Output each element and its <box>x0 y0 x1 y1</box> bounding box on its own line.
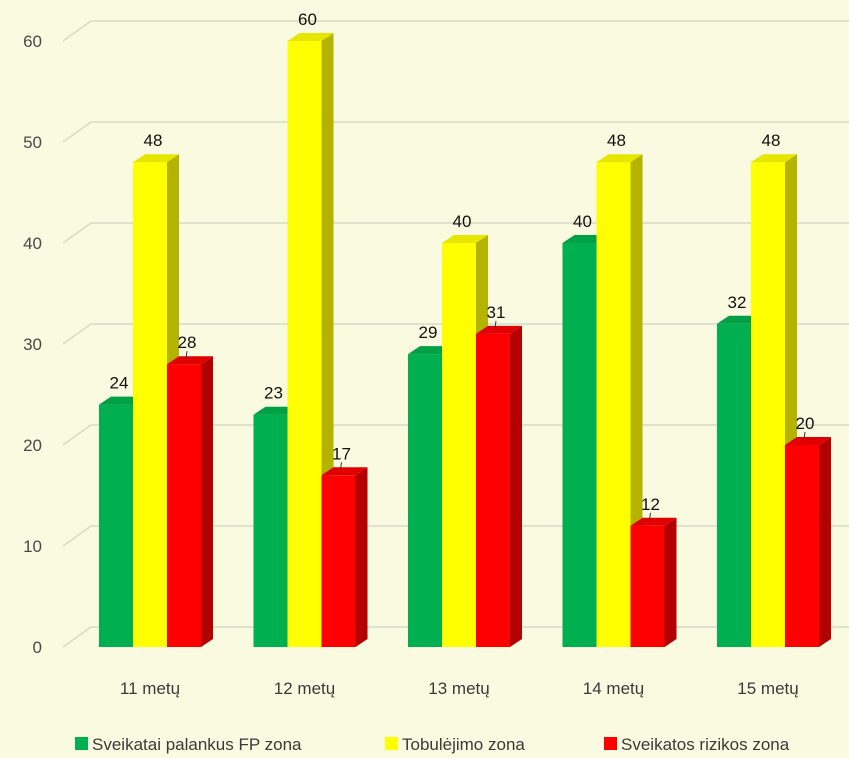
bar-2-0 <box>408 354 442 647</box>
gridline-40 <box>62 222 849 244</box>
bar-top-4-2 <box>785 437 831 445</box>
data-label-0-2: 28 <box>178 333 197 352</box>
data-label-2-1: 40 <box>453 212 472 231</box>
legend-label-1: Tobulėjimo zona <box>402 735 525 754</box>
bar-2-2 <box>476 333 510 647</box>
leader-line-4 <box>803 431 806 440</box>
y-tick-label: 40 <box>23 234 42 253</box>
data-label-1-1: 60 <box>298 10 317 29</box>
bar-top-1-2 <box>321 467 368 476</box>
y-tick-label: 60 <box>23 32 42 51</box>
y-tick-label: 10 <box>23 537 42 556</box>
legend-swatch-0 <box>75 737 88 750</box>
y-tick-label: 0 <box>33 638 42 657</box>
bar-top-0-2 <box>167 356 213 365</box>
x-category-label: 14 metų <box>583 679 644 698</box>
x-category-label: 15 metų <box>737 679 798 698</box>
bar-2-1 <box>442 243 476 647</box>
data-label-0-1: 48 <box>144 131 163 150</box>
legend-swatch-2 <box>604 737 617 750</box>
bars <box>99 33 831 647</box>
bar-side-1-2 <box>355 467 368 647</box>
bar-top-2-1 <box>442 235 488 243</box>
x-category-label: 11 metų <box>120 679 180 698</box>
bar-side-4-2 <box>819 437 831 647</box>
data-label-3-2: 12 <box>641 495 660 514</box>
bar-1-0 <box>253 414 288 647</box>
x-axis-categories: 11 metų 12 metų 13 metų 14 metų 15 metų <box>120 679 799 698</box>
bar-4-0 <box>717 323 751 647</box>
bar-3-1 <box>596 162 631 647</box>
gridline-60 <box>62 20 849 42</box>
bar-top-0-1 <box>133 154 179 163</box>
data-label-1-0: 23 <box>264 384 283 403</box>
data-label-3-1: 48 <box>607 131 626 150</box>
bar-top-3-2 <box>630 517 677 526</box>
y-axis-ticks: 0 10 20 30 40 50 60 <box>23 32 42 657</box>
data-label-4-1: 48 <box>762 131 781 150</box>
data-label-4-2: 20 <box>796 414 815 433</box>
bar-1-2 <box>321 475 356 647</box>
gridlines <box>62 20 849 648</box>
data-label-2-0: 29 <box>419 323 438 342</box>
bar-0-0 <box>99 404 133 647</box>
bar-side-2-2 <box>510 325 522 647</box>
data-label-4-0: 32 <box>728 293 747 312</box>
legend-swatch-1 <box>385 737 398 750</box>
x-category-label: 12 metų <box>274 679 335 698</box>
bar-0-2 <box>167 364 201 647</box>
bar-side-3-2 <box>664 517 677 647</box>
legend-label-2: Sveikatos rizikos zona <box>621 735 790 754</box>
legend-label-0: Sveikatai palankus FP zona <box>92 735 302 754</box>
y-tick-label: 30 <box>23 335 42 354</box>
gridline-50 <box>62 121 849 143</box>
leader-line-2 <box>494 320 497 328</box>
data-label-1-2: 17 <box>332 444 351 463</box>
x-category-label: 13 metų <box>428 679 489 698</box>
data-label-3-0: 40 <box>573 212 592 231</box>
bar-1-1 <box>287 41 322 647</box>
y-tick-label: 50 <box>23 133 42 152</box>
bar-3-0 <box>562 243 597 647</box>
y-tick-label: 20 <box>23 436 42 455</box>
bar-4-2 <box>785 445 819 647</box>
bar-0-1 <box>133 162 167 647</box>
data-label-0-0: 24 <box>110 374 129 393</box>
bar-top-4-1 <box>751 154 797 163</box>
bar-top-3-1 <box>596 154 643 163</box>
data-labels: 24 48 28 23 60 17 29 40 31 40 48 12 32 48 20 <box>110 10 815 520</box>
data-label-2-2: 31 <box>487 303 506 322</box>
leader-line-3 <box>649 512 651 520</box>
bar-4-1 <box>751 162 785 647</box>
bar-top-1-1 <box>287 33 334 41</box>
bar-3-2 <box>630 525 665 647</box>
legend: Sveikatai palankus FP zona Tobulėjimo zon… <box>75 735 790 754</box>
leader-line-0 <box>185 351 188 359</box>
leader-line-1 <box>340 462 342 470</box>
bar-side-0-2 <box>201 356 213 647</box>
bar-top-2-2 <box>476 325 522 334</box>
